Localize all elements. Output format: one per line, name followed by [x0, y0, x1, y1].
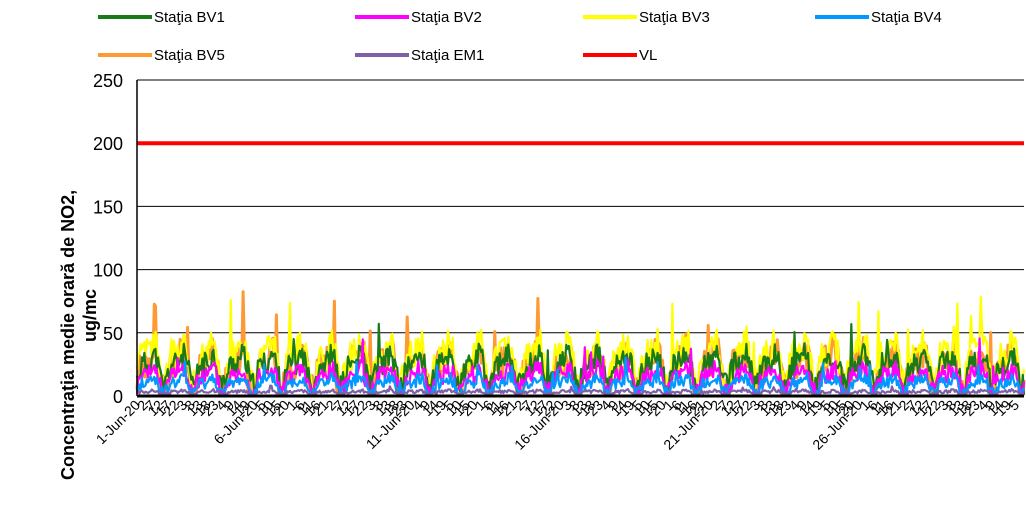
legend-label-1: Staţia BV2 [411, 9, 482, 26]
y-axis-label-line1: Concentraţia medie orară de NO2, [58, 190, 78, 480]
grid-lines [137, 79, 1024, 334]
legend: Staţia BV1 Staţia BV2 Staţia BV3 Staţia BV4… [98, 9, 942, 64]
y-axis-label-line2: ug/mc [80, 289, 100, 342]
legend-label-3: Staţia BV4 [871, 9, 942, 26]
x-tick-labels: 1-Jun-2027121722381318234914196-Jun-2051… [93, 397, 1023, 453]
y-tick-label-5: 250 [93, 71, 123, 91]
y-tick-label-2: 100 [93, 261, 123, 281]
axes [136, 80, 1024, 398]
series-group [135, 141, 1026, 397]
y-tick-labels: 0 50 100 150 200 250 [93, 71, 123, 407]
y-tick-label-3: 150 [93, 197, 123, 217]
legend-label-5: Staţia EM1 [411, 47, 484, 64]
y-tick-label-4: 200 [93, 134, 123, 154]
legend-label-4: Staţia BV5 [154, 47, 225, 64]
y-tick-label-1: 50 [103, 324, 123, 344]
legend-label-6: VL [639, 47, 657, 64]
y-tick-label-0: 0 [113, 387, 123, 407]
legend-label-2: Staţia BV3 [639, 9, 710, 26]
legend-label-0: Staţia BV1 [154, 9, 225, 26]
